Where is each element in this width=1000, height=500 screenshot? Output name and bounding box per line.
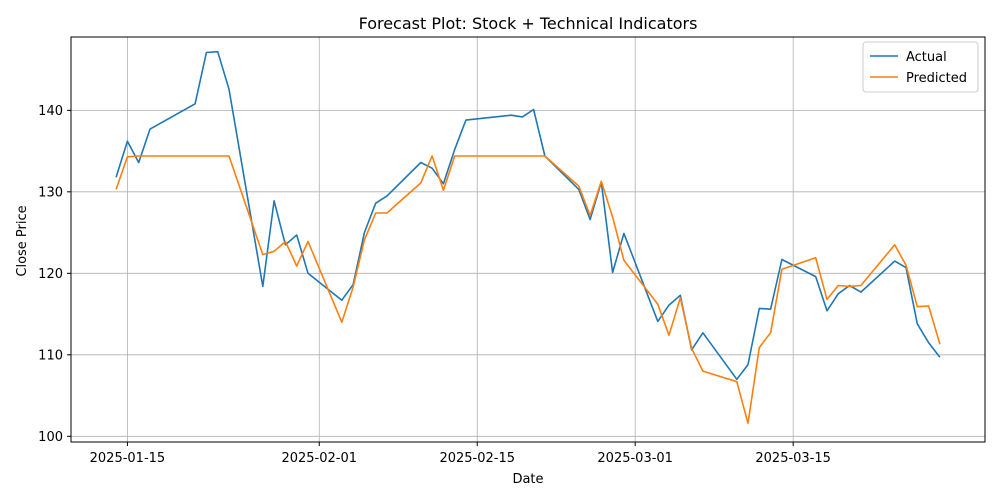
y-axis-label: Close Price: [15, 205, 30, 276]
x-tick-label: 2025-01-15: [90, 451, 166, 466]
x-tick-label: 2025-03-01: [597, 451, 673, 466]
legend-label-actual: Actual: [906, 50, 947, 65]
y-tick-label: 120: [38, 267, 63, 282]
x-tick-label: 2025-03-15: [755, 451, 831, 466]
series-line-predicted: [115, 155, 941, 425]
x-axis-label: Date: [512, 472, 543, 487]
legend-label-predicted: Predicted: [906, 71, 967, 86]
axis-ticks: 2025-01-15 2025-02-01 2025-02-15 2025-03-01…: [38, 104, 831, 466]
x-tick-label: 2025-02-15: [439, 451, 515, 466]
y-tick-label: 100: [38, 430, 63, 445]
legend-box: [862, 41, 979, 93]
x-tick-label: 2025-02-01: [281, 451, 357, 466]
grid: [71, 37, 985, 442]
legend: Actual Predicted: [862, 41, 979, 93]
y-tick-label: 140: [38, 104, 63, 119]
chart-title: Forecast Plot: Stock + Technical Indicat…: [359, 14, 698, 33]
series-lines: [115, 50, 941, 425]
plot-area-frame: [70, 36, 986, 443]
series-line-actual: [115, 50, 941, 381]
y-tick-label: 110: [38, 348, 63, 363]
y-tick-label: 130: [38, 185, 63, 200]
